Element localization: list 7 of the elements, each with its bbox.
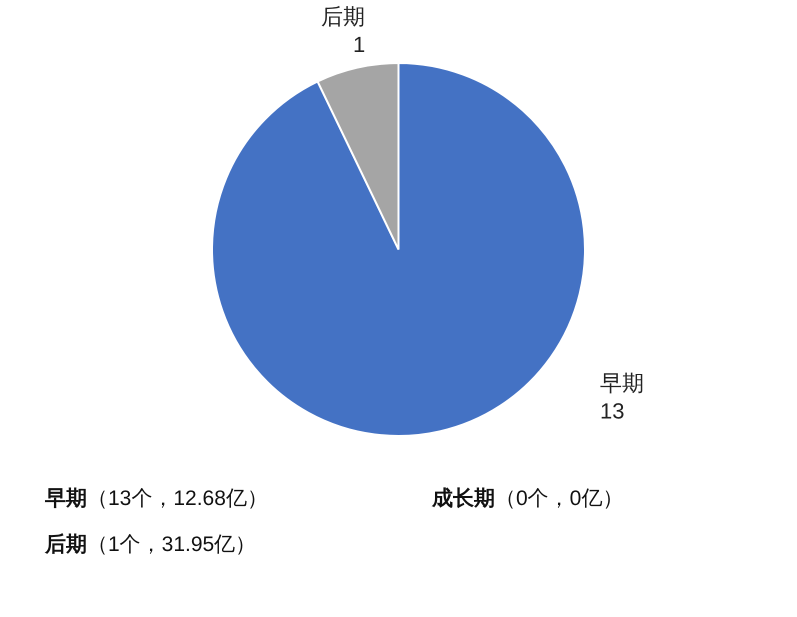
text: 早期（13个，12.68亿） — [45, 486, 268, 512]
slice-label: 早期 — [600, 370, 644, 396]
data-label: 1 — [352, 32, 366, 57]
text: 后期（1个，31.95亿） — [45, 532, 256, 558]
slice-label: 后期 — [321, 4, 366, 29]
data-label: 13 — [600, 398, 624, 424]
text: 成长期（0个，0亿） — [432, 486, 624, 512]
